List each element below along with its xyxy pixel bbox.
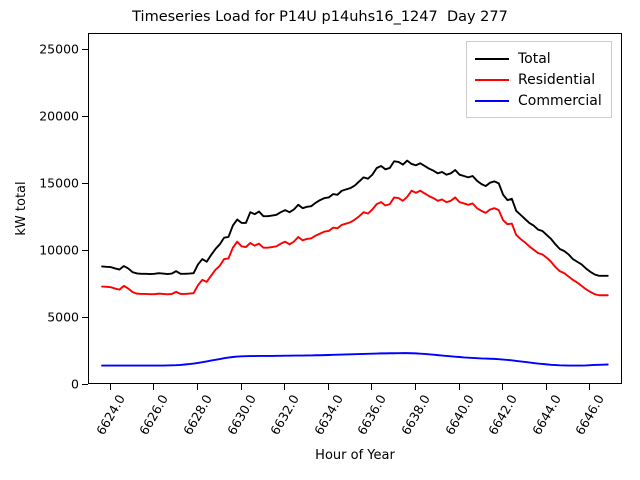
x-axis-tick-label-text: 6646.0	[572, 392, 608, 438]
legend-item-commercial: Commercial	[475, 90, 602, 111]
x-axis-tick-mark	[502, 384, 504, 390]
y-axis-tick-mark	[82, 317, 88, 318]
x-axis-tick-label-text: 6644.0	[528, 392, 564, 438]
y-axis-tick-mark	[82, 116, 88, 118]
x-axis-tick-label-text: 6624.0	[92, 392, 128, 438]
x-axis-tick-label-text: 6642.0	[485, 392, 521, 438]
x-axis-tick-label-text: 6640.0	[441, 392, 477, 438]
y-axis-tick-marks	[0, 33, 90, 385]
x-axis-tick-mark	[414, 384, 416, 390]
y-axis-tick-labels: 0 5000 10000 15000 20000 25000	[0, 33, 79, 392]
x-axis-tick-mark	[284, 384, 286, 390]
x-axis-tick-mark	[458, 384, 460, 390]
y-axis-tick-label: 25000	[39, 41, 79, 57]
x-axis-tick-marks	[88, 384, 622, 392]
legend-line-swatch-commercial	[475, 99, 509, 102]
x-axis-tick-label-text: 6634.0	[310, 392, 346, 438]
x-axis-label: Hour of Year	[315, 448, 395, 463]
legend-label: Total	[518, 50, 551, 67]
x-axis-tick-mark	[545, 384, 547, 390]
y-axis-tick-label: 10000	[39, 242, 79, 258]
legend-item-residential: Residential	[475, 69, 602, 90]
y-axis-tick-label: 0	[71, 376, 79, 392]
series-canvas	[101, 159, 609, 367]
legend-line-swatch-residential	[475, 78, 509, 81]
legend-label: Commercial	[518, 92, 602, 109]
y-axis-tick-label: 15000	[39, 175, 79, 191]
x-axis-tick-labels: 6624.0 6626.0 6628.0 6630.0 6632.0 6634.0 6636…	[88, 392, 622, 452]
x-axis-tick-label-text: 6638.0	[398, 392, 433, 438]
series-line-residential	[101, 189, 609, 297]
y-axis-tick-label: 20000	[39, 108, 79, 124]
y-axis-tick-mark	[82, 183, 88, 185]
x-axis-tick-label-text: 6630.0	[223, 392, 259, 438]
series-line-total	[101, 159, 609, 277]
chart-title: Timeseries Load for P14U p14uhs16_1247 D…	[132, 9, 508, 25]
y-axis-tick-mark	[82, 384, 88, 385]
legend-line-swatch-total	[475, 57, 509, 60]
legend-item-total: Total	[475, 48, 602, 69]
y-axis-tick-mark	[82, 250, 88, 252]
x-axis-tick-mark	[109, 384, 111, 390]
legend-label: Residential	[518, 71, 596, 88]
x-axis-tick-mark	[240, 384, 242, 390]
chart-legend: Total Residential Commercial	[466, 41, 612, 118]
x-axis-tick-mark	[371, 384, 373, 390]
x-axis-tick-label-text: 6636.0	[354, 392, 390, 438]
x-axis-tick-mark	[153, 384, 155, 390]
x-axis-tick-mark	[589, 384, 591, 390]
series-line-commercial	[101, 352, 609, 367]
x-axis-tick-mark	[196, 384, 198, 390]
y-axis-tick-mark	[82, 49, 88, 51]
x-axis-tick-label-text: 6628.0	[180, 392, 215, 438]
y-axis-tick-label: 5000	[47, 309, 79, 325]
x-axis-tick-label-text: 6632.0	[267, 392, 303, 438]
x-axis-tick-label-text: 6626.0	[136, 392, 172, 438]
x-axis-tick-mark	[327, 384, 329, 390]
